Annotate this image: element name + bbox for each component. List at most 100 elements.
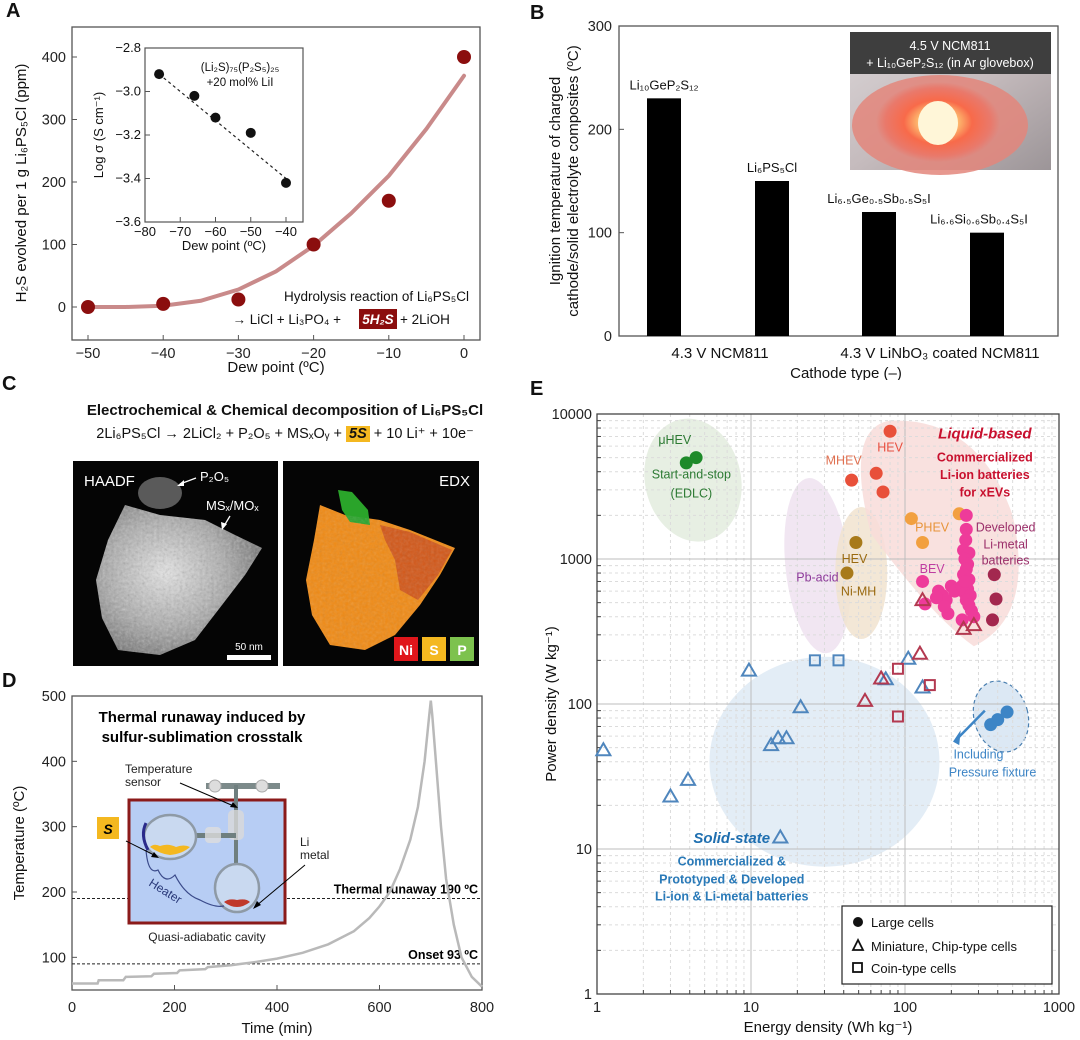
data-point-triangle: [679, 770, 697, 786]
data-point-circle: [929, 591, 943, 605]
panel-d-chart: 0 200 400 600 800 100 200 300 400 500 Thermal run…: [11, 689, 494, 1037]
inset-y-tick-label: −3.6: [115, 214, 141, 229]
data-point-square: [891, 662, 904, 675]
data-point-circle: [959, 533, 973, 547]
data-point-circle: [959, 508, 973, 522]
equation-pre: 2Li₆PS₅Cl → 2LiCl₂ + P₂O₅ + MSₓOᵧ +: [96, 426, 342, 442]
data-point-circle: [689, 451, 703, 465]
panel-e-chart: 1 10 100 1000 1 10 100 1000 10000 μHEV Start-and-…: [543, 407, 1075, 1036]
msx-arrowhead: [221, 522, 227, 530]
bar-label: Li₆.₆Si₀.₆Sb₀.₄S₅I: [930, 212, 1028, 227]
hydrolysis-eq-highlight: 5H₂S: [362, 312, 393, 327]
legend-marker-triangle: [851, 937, 865, 951]
label-devli-line1: Developed: [976, 520, 1036, 534]
inset-data-point: [210, 112, 221, 123]
label-bev: BEV: [920, 562, 946, 576]
panel-b-chart: 0 100 200 300 Li₁₀GeP₂S₁₂ Li₆PS₅Cl Li₆.₅Ge₀.₅…: [547, 19, 1059, 380]
label-edlc-line1: Start-and-stop: [652, 467, 731, 481]
photo-caption-line1: 4.5 V NCM811: [909, 39, 990, 53]
data-point-triangle: [661, 787, 680, 803]
data-point-triangle: [594, 741, 613, 757]
edx-legend-label: S: [429, 642, 438, 658]
label-solid-line1: Commercialized &: [678, 854, 786, 868]
bar-label: Li₆.₅Ge₀.₅Sb₀.₅S₅I: [827, 191, 930, 206]
data-point: [306, 237, 321, 252]
data-point-circle: [840, 566, 854, 580]
data-point-triangle: [791, 698, 810, 714]
data-point-square: [832, 654, 845, 667]
p2o5-arrowhead: [177, 480, 184, 486]
p2o5-particle: [138, 477, 182, 509]
sensor-label-line2: sensor: [125, 775, 161, 789]
label-ni-mh: Ni-MH: [841, 585, 876, 599]
y-tick-label: 200: [42, 175, 66, 191]
inset-y-label: Log σ (S cm⁻¹): [91, 92, 106, 178]
li-label-line2: metal: [300, 848, 329, 862]
x-tick-label: 0: [460, 346, 468, 362]
data-point-triangle: [771, 828, 790, 844]
pressure-arrowhead: [953, 730, 961, 746]
group-label-1: 4.3 V NCM811: [671, 345, 768, 362]
region-solid-state: [709, 656, 940, 867]
label-edlc-line2: (EDLC): [671, 487, 713, 501]
x-tick-label: −20: [301, 346, 326, 362]
x-tick-label: −40: [151, 346, 176, 362]
msx-label: MSₓ/MOₓ: [206, 498, 259, 513]
y-tick-label: 500: [42, 689, 66, 705]
inset-data-point: [245, 127, 256, 138]
data-point-triangle: [856, 691, 874, 707]
data-point: [457, 50, 471, 64]
inset-y-tick-label: −3.4: [115, 171, 141, 186]
edx-legend-swatch: [450, 637, 474, 661]
y-tick-label: 300: [588, 19, 612, 35]
threshold-label: Thermal runaway 190 ºC: [334, 883, 478, 897]
data-point-circle: [937, 600, 951, 614]
hydrolysis-title: Hydrolysis reaction of Li₆PS₅Cl: [284, 289, 469, 304]
photo-caption-bg: [850, 32, 1051, 74]
data-point: [156, 296, 171, 311]
y-tick-label: 400: [42, 50, 66, 66]
data-point-circle: [845, 473, 859, 487]
y-tick-label: 10: [576, 842, 592, 858]
inset-x-tick-label: −80: [134, 224, 156, 239]
x-axis-label: Cathode type (–): [790, 365, 902, 380]
panel-label-b: B: [530, 2, 545, 24]
label-devli-line3: batteries: [982, 553, 1030, 567]
ignition-photo: 4.5 V NCM811 + Li₁₀GeP₂S₁₂ (in Ar gloveb…: [850, 32, 1051, 175]
data-point-circle: [918, 597, 932, 611]
data-point-triangle: [965, 616, 983, 632]
threshold-label: Onset 93 ºC: [408, 948, 478, 962]
data-point-circle: [987, 568, 1001, 582]
data-point-circle: [876, 485, 890, 499]
label-devli-line2: Li-metal: [983, 538, 1027, 552]
data-point: [231, 292, 246, 307]
data-point-triangle: [913, 678, 932, 694]
group-label-2: 4.3 V LiNbO₃ coated NCM811: [840, 345, 1039, 362]
data-point-circle: [916, 535, 930, 549]
x-tick-label: 0: [68, 1000, 76, 1016]
label-phev: PHEV: [915, 520, 950, 534]
bar-label: Li₆PS₅Cl: [747, 160, 797, 175]
y-tick-label: 300: [42, 113, 66, 129]
data-point-circle: [986, 613, 1000, 627]
haadf-label: HAADF: [84, 473, 135, 490]
region-liquid-based: [860, 420, 1019, 647]
sulfur-badge: [97, 817, 119, 839]
panel-c-equation: 2Li₆PS₅Cl → 2LiCl₂ + P₂O₅ + MSₓOᵧ + 5S +…: [40, 426, 530, 442]
bar: [647, 98, 681, 336]
label-solid-state: Solid-state: [693, 830, 770, 847]
edx-label: EDX: [439, 473, 470, 490]
bar-label: Li₁₀GeP₂S₁₂: [629, 77, 698, 92]
x-axis-label: Energy density (Wh kg⁻¹): [744, 1019, 913, 1036]
li-metal: [224, 899, 250, 907]
inset-x-tick-label: −40: [275, 224, 297, 239]
pressure-arrow: [956, 709, 986, 740]
y-tick-label: 200: [588, 122, 612, 138]
y-tick-label: 0: [58, 300, 66, 316]
heater-wire: [145, 849, 225, 907]
d-title-line1: Thermal runaway induced by: [99, 709, 306, 726]
panel-label-e: E: [530, 378, 544, 400]
y-axis-label: Temperature (ºC): [11, 786, 28, 901]
data-point-triangle: [872, 669, 890, 685]
x-axis-label: Dew point (ºC): [227, 359, 324, 375]
